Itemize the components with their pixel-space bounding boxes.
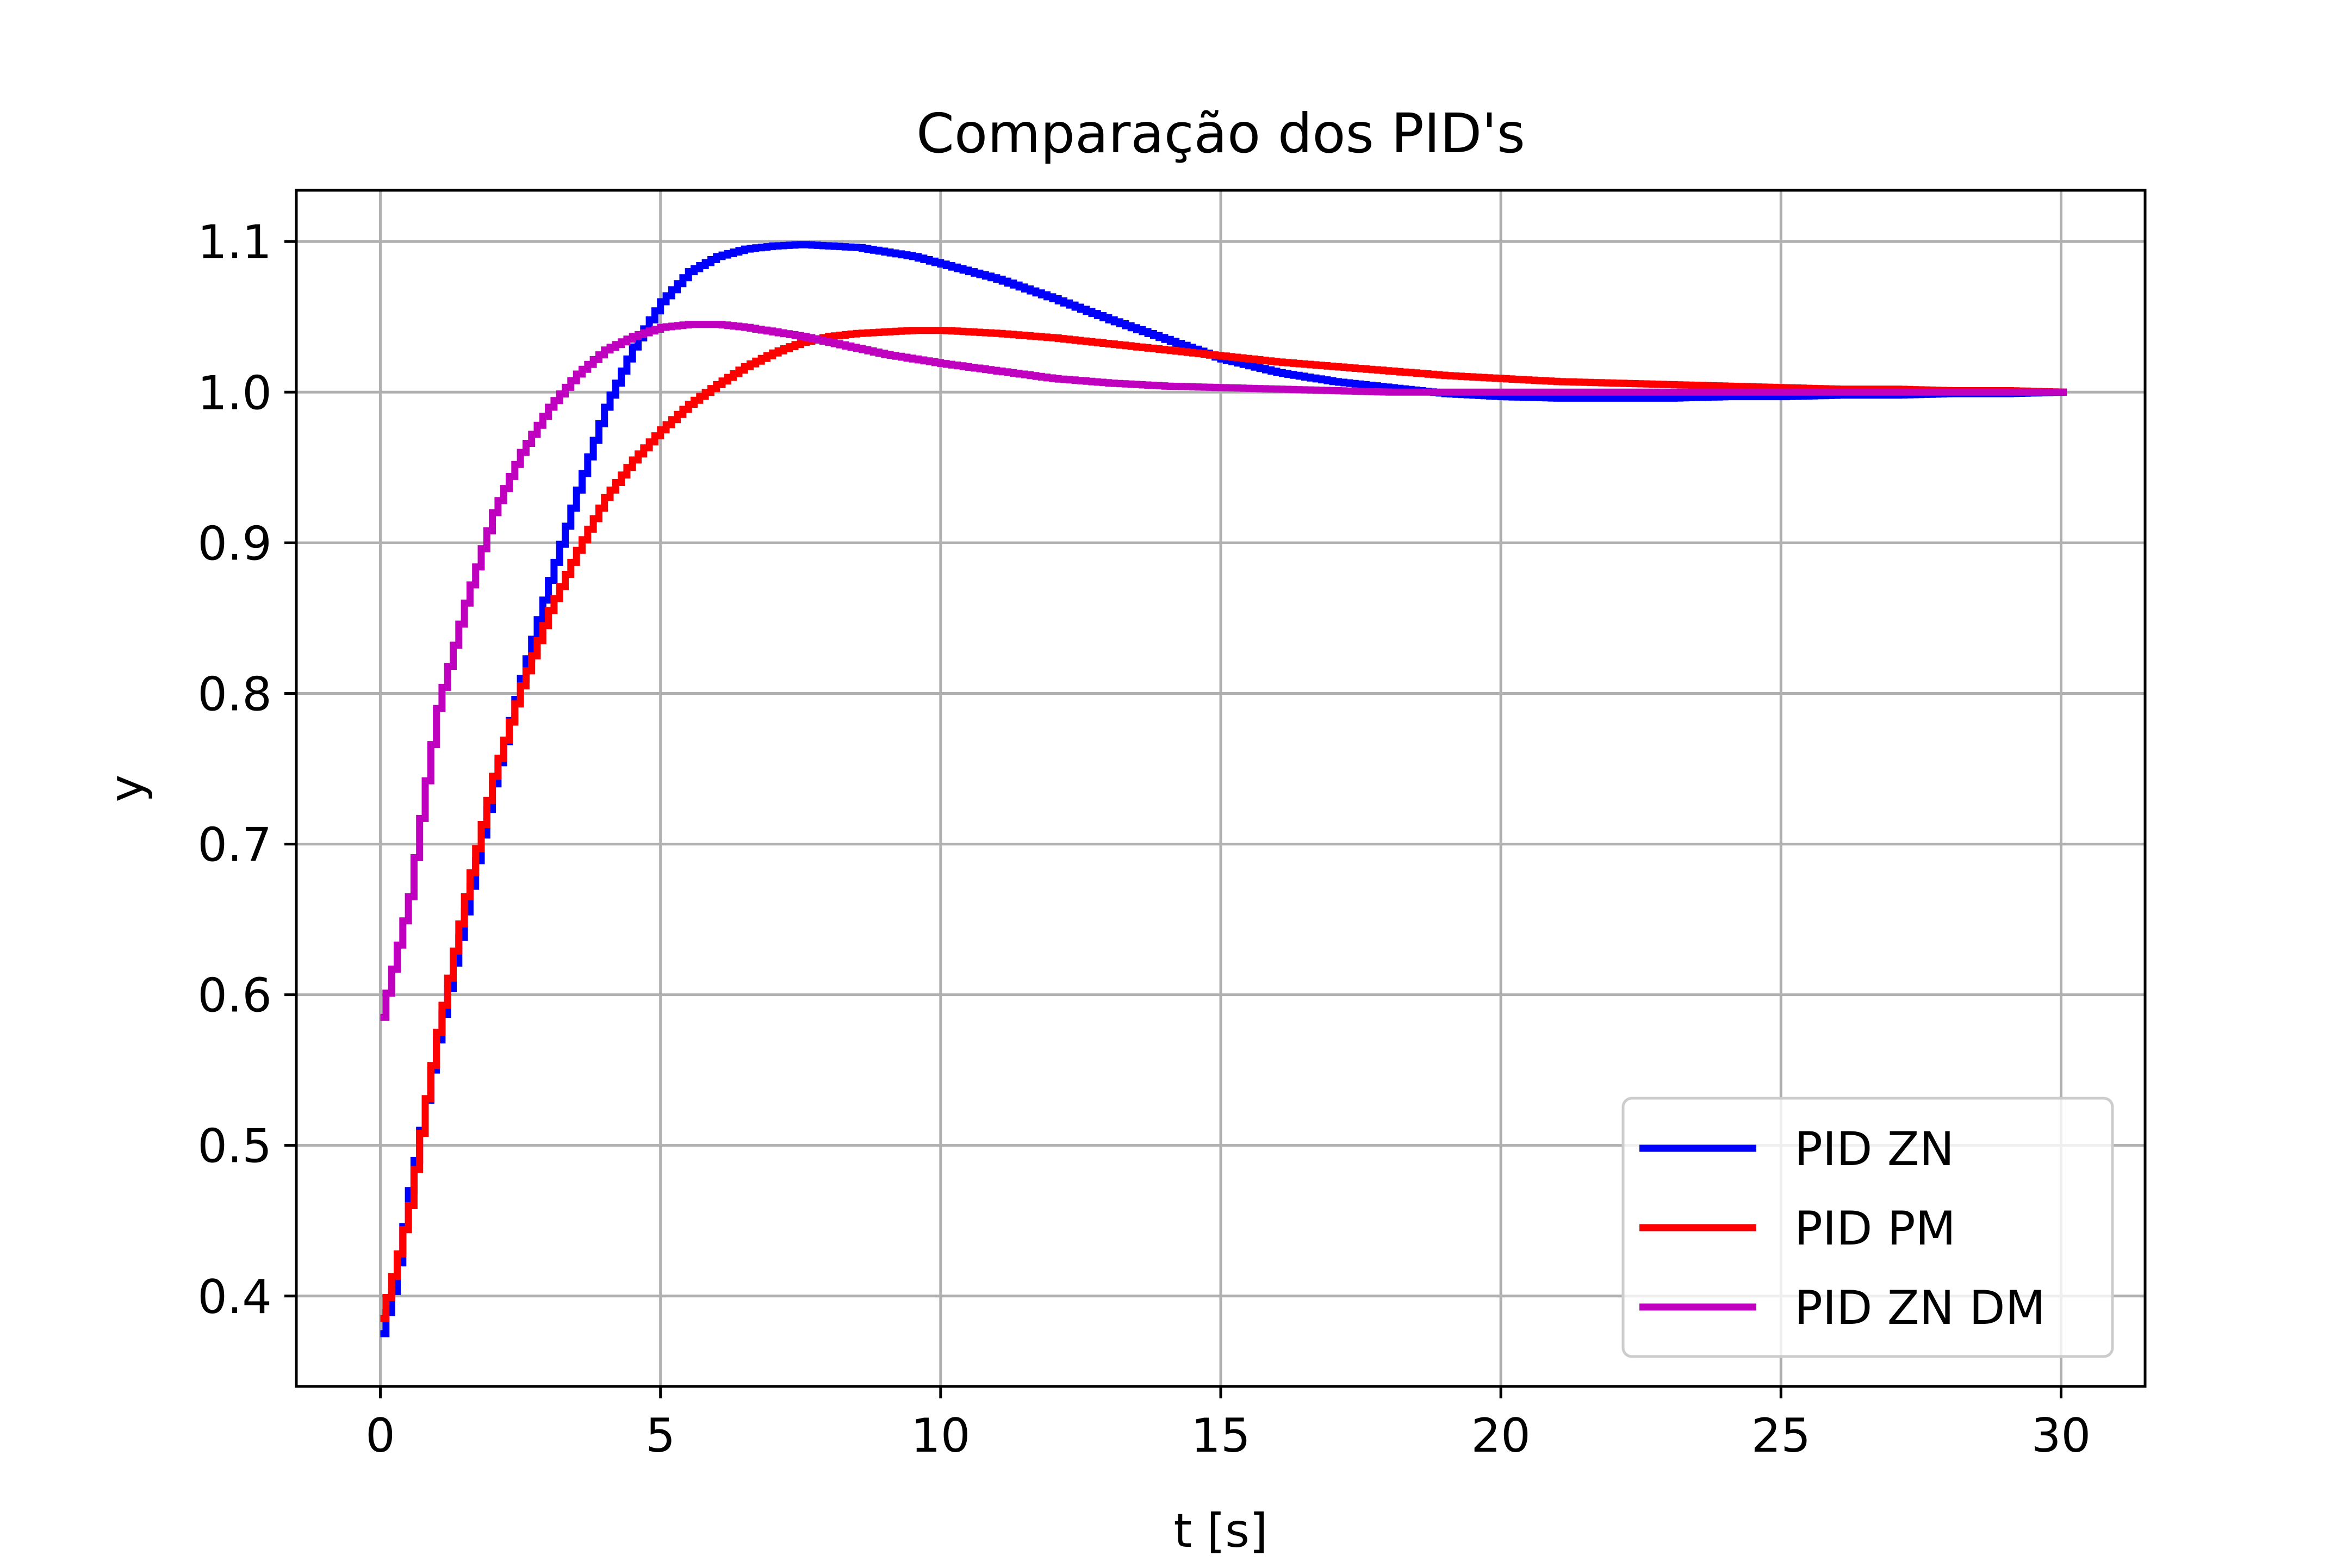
series-layer [380,241,2067,1337]
y-tick-label: 0.7 [197,818,272,873]
y-tick-label: 0.8 [197,667,272,721]
x-tick-label: 15 [1191,1409,1250,1463]
legend-label: PID ZN DM [1794,1281,2046,1335]
legend-label: PID ZN [1794,1122,1954,1177]
x-tick-label: 5 [645,1409,675,1463]
x-tick-label: 0 [365,1409,395,1463]
y-tick-label: 0.4 [197,1270,272,1324]
series-line-pid-pm [380,327,2067,1322]
x-axis-label: t [s] [1174,1504,1268,1558]
x-tick-label: 20 [1471,1409,1530,1463]
series-line-pid-zn-dm [380,321,2067,1021]
y-tick-label: 1.0 [197,366,272,420]
y-tick-label: 0.6 [197,969,272,1023]
x-tick-label: 30 [2031,1409,2091,1463]
chart-title: Comparação dos PID's [916,102,1525,165]
y-tick-label: 0.5 [197,1119,272,1174]
y-tick-label: 1.1 [197,215,272,270]
legend-box [1621,1097,2114,1358]
tick-layer: 0 5 10 15 20 25 30 0.4 0.5 0.6 0.7 0.8 0.9 1.0 1.1 [197,215,2091,1463]
legend: PID ZN PID PM PID ZN DM [1621,1097,2114,1358]
x-tick-label: 10 [911,1409,970,1463]
x-tick-label: 25 [1751,1409,1811,1463]
legend-label: PID PM [1794,1202,1956,1256]
y-tick-label: 0.9 [197,517,272,571]
grid-layer [296,190,2145,1386]
y-axis-label: y [100,775,154,802]
